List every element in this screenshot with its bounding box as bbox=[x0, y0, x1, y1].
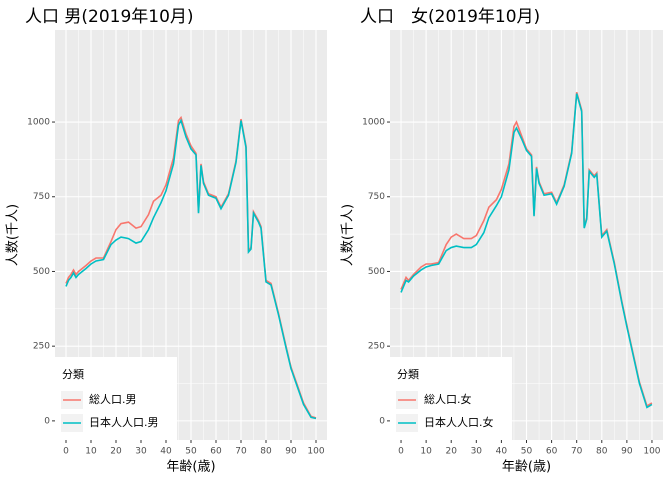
y-tick-label: 1000 bbox=[362, 118, 385, 128]
y-axis-title: 人数(千人) bbox=[341, 204, 356, 266]
x-tick-label: 20 bbox=[110, 447, 122, 457]
x-tick-label: 100 bbox=[307, 447, 324, 457]
panel: 0 250 500 750 1000 0 10 20 30 40 50 60 70 80 90 100 人口 男… bbox=[6, 7, 327, 475]
legend-label: 日本人人口.女 bbox=[424, 415, 494, 429]
x-tick-label: 60 bbox=[546, 447, 558, 457]
x-tick-label: 30 bbox=[471, 447, 483, 457]
legend-title: 分類 bbox=[397, 368, 419, 381]
x-axis-title: 年齢(歳) bbox=[502, 460, 551, 475]
y-tick-label: 750 bbox=[33, 192, 50, 202]
x-tick-label: 90 bbox=[621, 447, 633, 457]
y-axis-title: 人数(千人) bbox=[6, 204, 21, 266]
x-tick-label: 50 bbox=[185, 447, 197, 457]
x-tick-label: 0 bbox=[398, 447, 404, 457]
y-tick-label: 0 bbox=[44, 416, 50, 426]
x-tick-label: 60 bbox=[210, 447, 222, 457]
x-tick-label: 40 bbox=[496, 447, 508, 457]
legend-label: 総人口.男 bbox=[89, 392, 137, 406]
legend-label: 日本人人口.男 bbox=[89, 415, 159, 429]
panel: 0 250 500 750 1000 0 10 20 30 40 50 60 70 80 90 100 人口 女… bbox=[341, 7, 663, 475]
legend-title: 分類 bbox=[62, 368, 84, 381]
x-tick-label: 80 bbox=[260, 447, 272, 457]
x-tick-label: 10 bbox=[420, 447, 432, 457]
x-tick-label: 20 bbox=[445, 447, 457, 457]
x-tick-label: 90 bbox=[285, 447, 297, 457]
x-axis-title: 年齢(歳) bbox=[166, 460, 215, 475]
y-tick-label: 750 bbox=[368, 192, 385, 202]
x-tick-label: 70 bbox=[235, 447, 247, 457]
x-tick-label: 30 bbox=[135, 447, 147, 457]
x-tick-label: 50 bbox=[521, 447, 533, 457]
y-tick-label: 500 bbox=[33, 267, 50, 277]
x-tick-label: 80 bbox=[596, 447, 608, 457]
y-tick-label: 250 bbox=[33, 342, 50, 352]
x-tick-label: 10 bbox=[85, 447, 97, 457]
x-tick-label: 100 bbox=[643, 447, 660, 457]
legend-label: 総人口.女 bbox=[424, 392, 472, 406]
series-line bbox=[65, 118, 317, 420]
chart-title: 人口 女(2019年10月) bbox=[360, 7, 540, 27]
y-tick-label: 250 bbox=[368, 342, 385, 352]
chart-title: 人口 男(2019年10月) bbox=[25, 7, 194, 27]
y-tick-label: 500 bbox=[368, 267, 385, 277]
x-tick-label: 40 bbox=[160, 447, 172, 457]
x-tick-label: 0 bbox=[63, 447, 69, 457]
x-tick-label: 70 bbox=[571, 447, 583, 457]
series-line bbox=[400, 93, 653, 409]
y-tick-label: 0 bbox=[379, 416, 385, 426]
y-tick-label: 1000 bbox=[27, 118, 50, 128]
